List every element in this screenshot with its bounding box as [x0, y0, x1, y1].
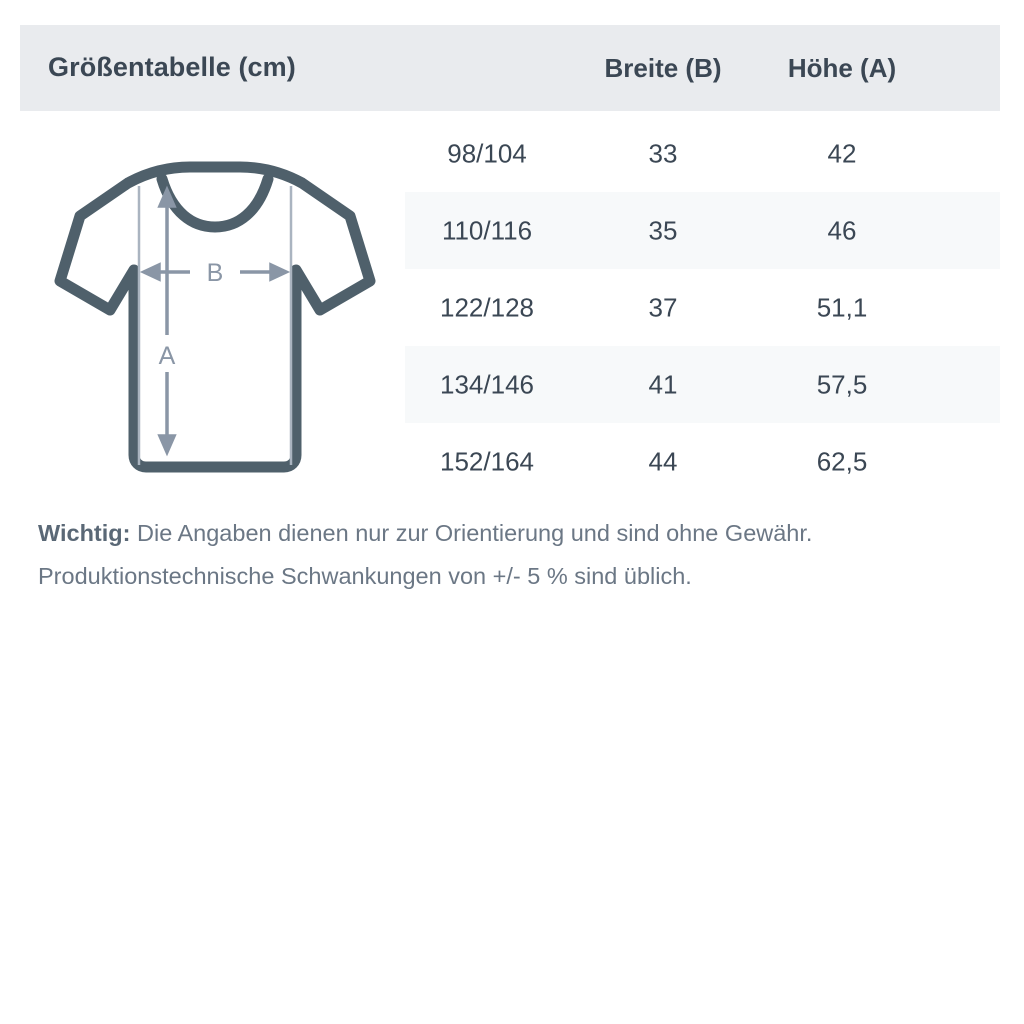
cell-size: 98/104: [447, 138, 527, 168]
cell-size: 122/128: [440, 292, 534, 322]
cell-height: 57,5: [816, 369, 868, 399]
cell-width: 37: [648, 292, 678, 322]
column-header-width: Breite (B): [604, 53, 722, 83]
cell-width: 44: [648, 446, 678, 476]
measure-guide-lines: [137, 186, 293, 465]
cell-height: 62,5: [816, 446, 868, 476]
size-table-body: 98/104 33 42 110/116 35 46 122/128 37 51…: [405, 115, 1000, 500]
table-row: 98/104 33 42: [405, 115, 1000, 192]
cell-size: 110/116: [441, 215, 533, 245]
cell-height: 42: [827, 138, 857, 168]
disclaimer-line-2: Produktionstechnische Schwankungen von +…: [38, 563, 692, 589]
width-measure-arrow: [139, 262, 291, 282]
table-row: 152/164 44 62,5: [405, 423, 1000, 500]
cell-width: 41: [648, 369, 678, 399]
table-row: 122/128 37 51,1: [405, 269, 1000, 346]
height-measure-arrow: [157, 185, 177, 457]
disclaimer-lead: Wichtig:: [38, 520, 131, 546]
height-label: A: [159, 342, 176, 370]
cell-width: 35: [648, 215, 678, 245]
tshirt-diagram: B A: [40, 150, 390, 495]
cell-width: 33: [648, 138, 678, 168]
disclaimer-note: Wichtig: Die Angaben dienen nur zur Orie…: [38, 512, 988, 598]
table-header-band: [20, 25, 1000, 111]
cell-height: 46: [827, 215, 857, 245]
table-row: 110/116 35 46: [405, 192, 1000, 269]
table-row: 134/146 41 57,5: [405, 346, 1000, 423]
tshirt-outline-path: [54, 161, 376, 473]
page-title: Größentabelle (cm): [48, 52, 296, 82]
disclaimer-line-1: Die Angaben dienen nur zur Orientierung …: [130, 520, 813, 546]
column-header-height: Höhe (A): [787, 53, 897, 83]
width-label: B: [207, 259, 224, 287]
cell-size: 134/146: [440, 369, 534, 399]
cell-height: 51,1: [816, 292, 868, 322]
cell-size: 152/164: [440, 446, 534, 476]
